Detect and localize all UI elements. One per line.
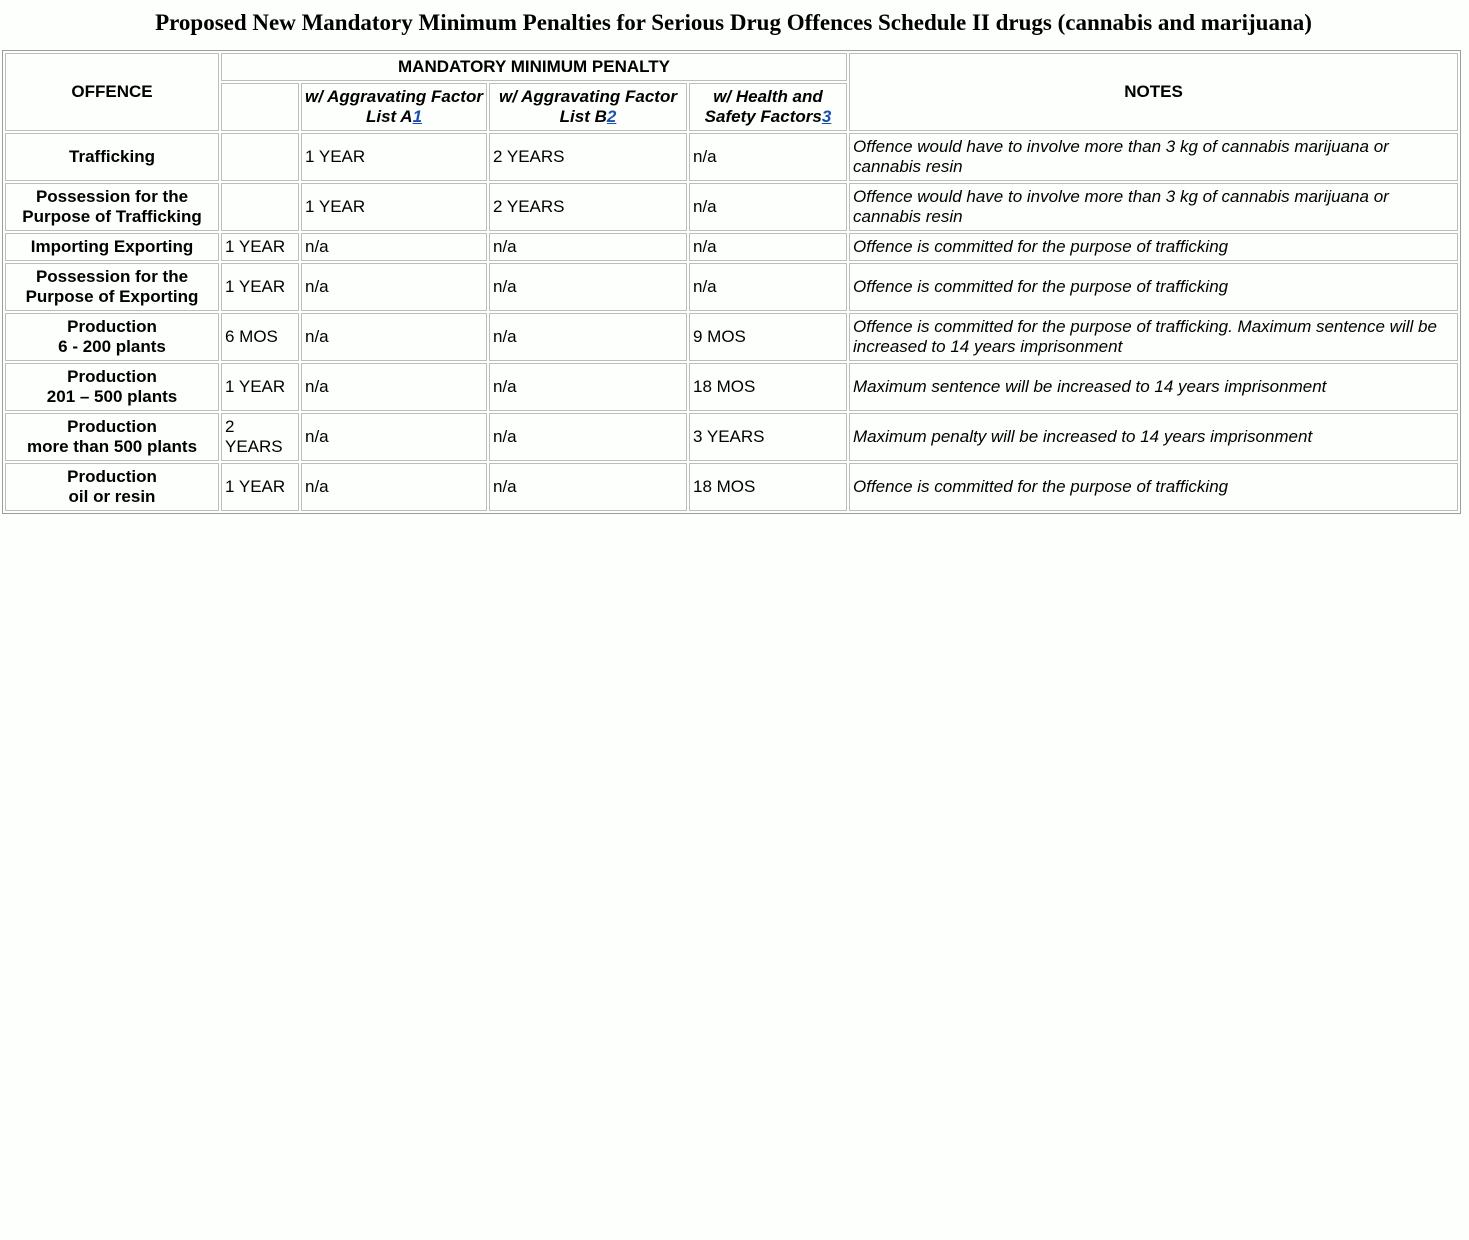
base-cell: 1 YEAR xyxy=(221,363,299,411)
offence-cell: Possession for the Purpose of Exporting xyxy=(5,263,219,311)
notes-cell: Offence is committed for the purpose of … xyxy=(849,313,1458,361)
list-b-cell: n/a xyxy=(489,463,687,511)
table-row: Production 6 - 200 plants 6 MOS n/a n/a … xyxy=(5,313,1458,361)
table-row: Possession for the Purpose of Traffickin… xyxy=(5,183,1458,231)
notes-cell: Maximum penalty will be increased to 14 … xyxy=(849,413,1458,461)
header-list-a: w/ Aggravating Factor List A1 xyxy=(301,83,487,131)
table-body: Trafficking 1 YEAR 2 YEARS n/a Offence w… xyxy=(5,133,1458,511)
base-cell: 1 YEAR xyxy=(221,263,299,311)
list-b-cell: 2 YEARS xyxy=(489,183,687,231)
table-row: Possession for the Purpose of Exporting … xyxy=(5,263,1458,311)
table-row: Trafficking 1 YEAR 2 YEARS n/a Offence w… xyxy=(5,133,1458,181)
header-list-b: w/ Aggravating Factor List B2 xyxy=(489,83,687,131)
list-b-cell: n/a xyxy=(489,363,687,411)
table-row: Production oil or resin 1 YEAR n/a n/a 1… xyxy=(5,463,1458,511)
base-cell: 1 YEAR xyxy=(221,463,299,511)
table-row: Production 201 – 500 plants 1 YEAR n/a n… xyxy=(5,363,1458,411)
list-b-cell: n/a xyxy=(489,413,687,461)
offence-cell: Production more than 500 plants xyxy=(5,413,219,461)
footnote-link-1[interactable]: 1 xyxy=(413,107,422,126)
header-list-a-text: w/ Aggravating Factor List A xyxy=(305,87,483,126)
header-row-1: OFFENCE MANDATORY MINIMUM PENALTY NOTES xyxy=(5,53,1458,81)
list-a-cell: n/a xyxy=(301,263,487,311)
header-notes: NOTES xyxy=(849,53,1458,131)
list-a-cell: n/a xyxy=(301,233,487,261)
table-row: Production more than 500 plants 2 YEARS … xyxy=(5,413,1458,461)
page-title: Proposed New Mandatory Minimum Penalties… xyxy=(26,10,1441,36)
offence-cell: Production 6 - 200 plants xyxy=(5,313,219,361)
offence-cell: Production 201 – 500 plants xyxy=(5,363,219,411)
notes-cell: Maximum sentence will be increased to 14… xyxy=(849,363,1458,411)
hs-cell: n/a xyxy=(689,183,847,231)
notes-cell: Offence is committed for the purpose of … xyxy=(849,263,1458,311)
header-penalty-group: MANDATORY MINIMUM PENALTY xyxy=(221,53,847,81)
header-offence: OFFENCE xyxy=(5,53,219,131)
notes-cell: Offence would have to involve more than … xyxy=(849,183,1458,231)
footnote-link-3[interactable]: 3 xyxy=(822,107,831,126)
hs-cell: n/a xyxy=(689,233,847,261)
list-b-cell: n/a xyxy=(489,263,687,311)
hs-cell: 18 MOS xyxy=(689,463,847,511)
offence-cell: Trafficking xyxy=(5,133,219,181)
penalty-table: OFFENCE MANDATORY MINIMUM PENALTY NOTES … xyxy=(2,50,1461,514)
notes-cell: Offence is committed for the purpose of … xyxy=(849,233,1458,261)
hs-cell: 3 YEARS xyxy=(689,413,847,461)
hs-cell: n/a xyxy=(689,133,847,181)
header-hs-text: w/ Health and Safety Factors xyxy=(705,87,823,126)
base-cell xyxy=(221,133,299,181)
header-hs: w/ Health and Safety Factors3 xyxy=(689,83,847,131)
footnote-link-2[interactable]: 2 xyxy=(607,107,616,126)
header-base xyxy=(221,83,299,131)
offence-cell: Production oil or resin xyxy=(5,463,219,511)
header-list-b-text: w/ Aggravating Factor List B xyxy=(499,87,677,126)
list-b-cell: 2 YEARS xyxy=(489,133,687,181)
table-row: Importing Exporting 1 YEAR n/a n/a n/a O… xyxy=(5,233,1458,261)
offence-cell: Possession for the Purpose of Traffickin… xyxy=(5,183,219,231)
base-cell: 2 YEARS xyxy=(221,413,299,461)
notes-cell: Offence is committed for the purpose of … xyxy=(849,463,1458,511)
list-b-cell: n/a xyxy=(489,233,687,261)
hs-cell: 18 MOS xyxy=(689,363,847,411)
base-cell xyxy=(221,183,299,231)
list-a-cell: n/a xyxy=(301,413,487,461)
hs-cell: 9 MOS xyxy=(689,313,847,361)
offence-cell: Importing Exporting xyxy=(5,233,219,261)
hs-cell: n/a xyxy=(689,263,847,311)
list-b-cell: n/a xyxy=(489,313,687,361)
list-a-cell: 1 YEAR xyxy=(301,183,487,231)
list-a-cell: n/a xyxy=(301,313,487,361)
base-cell: 6 MOS xyxy=(221,313,299,361)
list-a-cell: n/a xyxy=(301,363,487,411)
list-a-cell: n/a xyxy=(301,463,487,511)
list-a-cell: 1 YEAR xyxy=(301,133,487,181)
notes-cell: Offence would have to involve more than … xyxy=(849,133,1458,181)
base-cell: 1 YEAR xyxy=(221,233,299,261)
